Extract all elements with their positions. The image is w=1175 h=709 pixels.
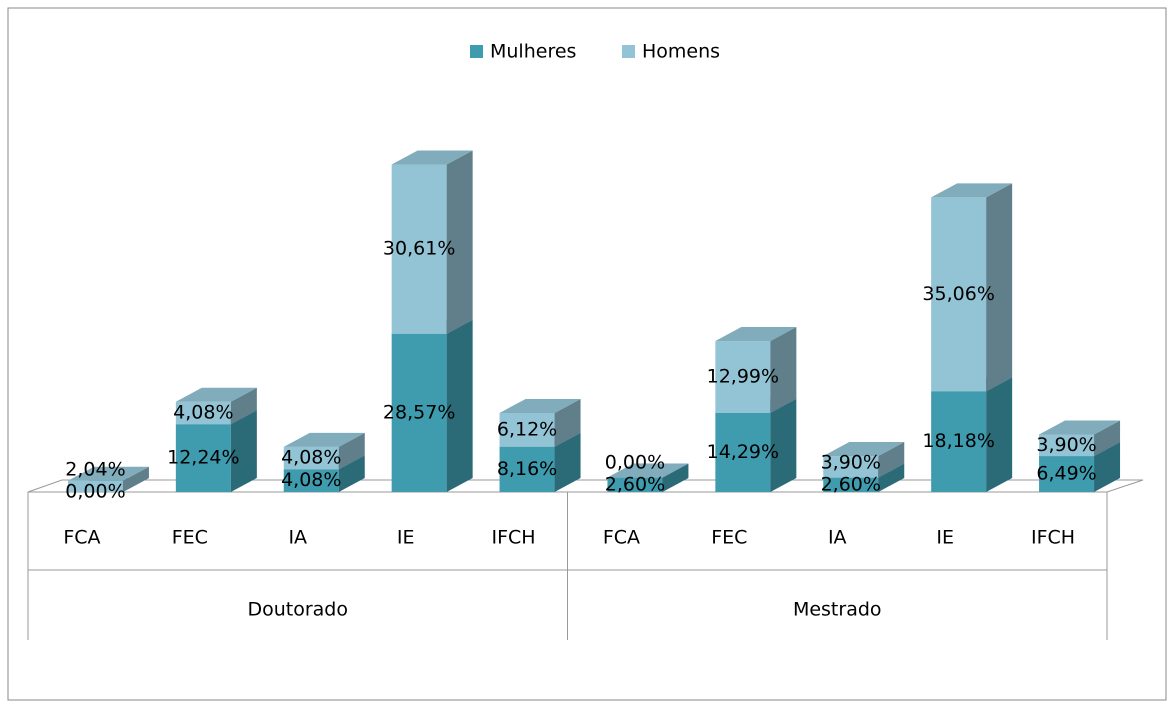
value-label: 6,49%	[1036, 463, 1096, 485]
bar-side	[662, 463, 689, 492]
bar-front	[175, 401, 231, 425]
bar-front	[931, 391, 987, 492]
bar-side	[230, 387, 257, 425]
bar-top	[931, 183, 1013, 198]
value-label: 12,99%	[707, 365, 779, 387]
bar-side	[446, 319, 473, 492]
value-label: 3,90%	[821, 451, 881, 473]
bar-top	[175, 387, 257, 402]
x-tick-label: IE	[397, 527, 415, 549]
value-label: 0,00%	[605, 451, 665, 473]
bar-front	[931, 197, 987, 392]
bar-side	[770, 327, 797, 413]
value-label: 4,08%	[281, 447, 341, 469]
value-label: 2,04%	[65, 459, 125, 481]
group-label: Doutorado	[247, 599, 348, 621]
bar-side	[230, 410, 257, 492]
x-tick-label: IA	[288, 527, 307, 549]
bar-top	[823, 442, 905, 457]
x-tick-label: IE	[936, 527, 954, 549]
legend-label: Mulheres	[490, 41, 576, 63]
bar-front	[715, 341, 771, 413]
bar-top	[1039, 420, 1121, 435]
group-label: Mestrado	[793, 599, 882, 621]
value-label: 28,57%	[383, 401, 455, 423]
bar-side	[122, 466, 149, 492]
value-label: 2,60%	[605, 473, 665, 495]
bar-front	[1039, 434, 1095, 457]
bar-top	[607, 463, 689, 478]
bar-side	[878, 442, 905, 478]
bar-front	[391, 333, 447, 492]
bar-front	[715, 412, 771, 492]
value-label: 8,16%	[497, 458, 557, 480]
bar-front	[823, 456, 879, 478]
bar-side	[986, 183, 1013, 392]
x-tick-label: FCA	[603, 527, 640, 549]
bar-side	[986, 377, 1013, 492]
bar-front	[391, 164, 447, 334]
bar-top	[67, 466, 149, 481]
x-tick-label: FCA	[63, 527, 100, 549]
bar-front	[283, 469, 339, 492]
bar-side	[878, 463, 905, 492]
x-tick-label: IFCH	[1031, 527, 1075, 549]
value-label: 35,06%	[922, 283, 994, 305]
value-label: 4,08%	[281, 469, 341, 491]
bar-side	[1094, 420, 1121, 457]
bar-front	[283, 446, 339, 470]
legend-swatch	[470, 45, 483, 58]
bar-side	[338, 432, 365, 470]
bar-side	[446, 150, 473, 334]
legend-swatch	[622, 45, 635, 58]
bar-front	[607, 477, 663, 492]
bar-front	[499, 446, 555, 492]
legend-label: Homens	[642, 41, 720, 63]
bar-front	[175, 424, 231, 492]
bar-top	[499, 398, 581, 413]
x-tick-label: FEC	[172, 527, 208, 549]
bar-front	[823, 477, 879, 492]
bar-front	[1039, 456, 1095, 492]
bar-top	[391, 150, 473, 165]
value-label: 2,60%	[821, 473, 881, 495]
x-tick-label: IA	[828, 527, 847, 549]
bar-side	[770, 398, 797, 492]
value-label: 18,18%	[922, 430, 994, 452]
value-label: 30,61%	[383, 238, 455, 260]
bar-side	[554, 398, 581, 447]
value-label: 14,29%	[707, 441, 779, 463]
bar-side	[338, 455, 365, 492]
value-label: 6,12%	[497, 418, 557, 440]
bar-side	[554, 432, 581, 492]
x-tick-label: FEC	[711, 527, 747, 549]
value-label: 0,00%	[65, 481, 125, 503]
bar-side	[1094, 442, 1121, 492]
bar-front	[67, 480, 123, 492]
x-tick-label: IFCH	[492, 527, 536, 549]
value-label: 3,90%	[1036, 434, 1096, 456]
value-label: 4,08%	[173, 401, 233, 423]
bar-top	[715, 327, 797, 342]
bar-front	[499, 412, 555, 447]
bar-top	[283, 432, 365, 447]
value-label: 12,24%	[167, 447, 239, 469]
